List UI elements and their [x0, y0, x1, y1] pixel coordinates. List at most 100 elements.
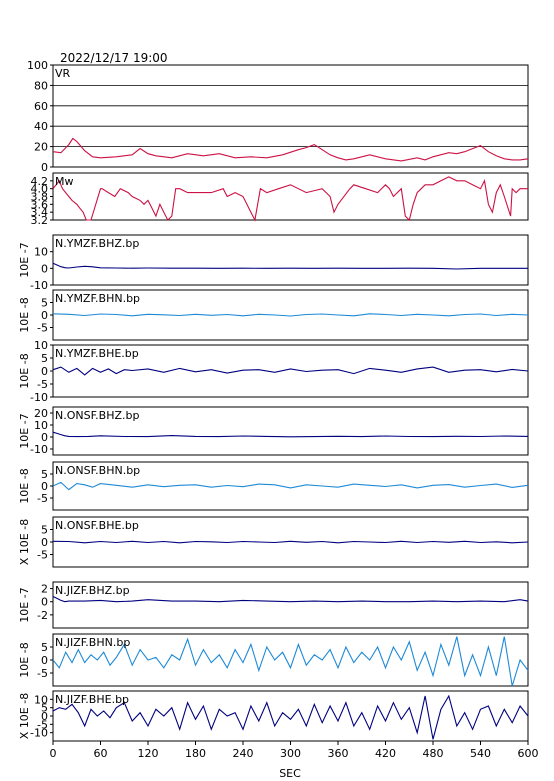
series-line-VR: [52, 137, 529, 162]
panel-label: N.ONSF.BHN.bp: [55, 464, 140, 477]
panel-label: N.YMZF.BHZ.bp: [55, 237, 139, 250]
x-axis: 0 60 120 180 240 300 360 420 480 540 600: [50, 741, 539, 760]
x-tick-label: 240: [233, 747, 254, 760]
y-tick-label: 100: [27, 59, 48, 72]
panel-N.ONSF.BHE.bp: -505 X 10E -8 N.ONSF.BHE.bp: [18, 516, 529, 568]
series-line-N.ONSF.BHN.bp: [52, 481, 529, 491]
y-tick-label: 20: [34, 141, 48, 154]
panel-label: Mw: [55, 175, 74, 188]
y-unit-label: X 10E -8: [18, 693, 31, 739]
y-tick-label: -10: [30, 443, 48, 456]
y-tick-label: 4.0: [31, 183, 49, 196]
panel-frame: [52, 234, 529, 286]
y-tick-label: 0: [41, 262, 48, 275]
x-tick-label: 0: [50, 747, 57, 760]
y-tick-label: -5: [37, 549, 48, 562]
y-tick-label: 5: [41, 297, 48, 310]
y-tick-label: 2: [41, 583, 48, 596]
y-tick-label: -5: [37, 378, 48, 391]
y-tick-label: 60: [34, 100, 48, 113]
y-tick-label: 0: [41, 536, 48, 549]
y-tick-label: -10: [30, 391, 48, 404]
y-unit-label: 10E -8: [18, 297, 31, 332]
panel-label: N.YMZF.BHE.bp: [55, 347, 139, 360]
x-tick-label: 600: [518, 747, 539, 760]
y-tick-label: -5: [37, 322, 48, 335]
y-tick-label: 4.2: [31, 175, 49, 188]
panel-frame: [52, 172, 529, 221]
x-tick-label: 480: [423, 747, 444, 760]
x-tick-label: 540: [470, 747, 491, 760]
series-line-N.JIZF.BHE.bp: [52, 694, 529, 740]
y-tick-label: -10: [30, 279, 48, 292]
series-line-Mw: [52, 176, 528, 222]
series-line-N.ONSF.BHZ.bp: [52, 431, 529, 438]
y-tick-label: 0: [41, 654, 48, 667]
y-tick-label: 0: [41, 309, 48, 322]
y-tick-label: 3.6: [31, 198, 49, 211]
panel-label: N.YMZF.BHN.bp: [55, 292, 140, 305]
y-tick-label: 5: [41, 352, 48, 365]
panel-frame: [52, 581, 529, 629]
y-unit-label: 10E -7: [18, 587, 31, 622]
panel-N.ONSF.BHN.bp: -505 10E -8 N.ONSF.BHN.bp: [18, 461, 529, 511]
y-tick-label: 3.4: [31, 206, 49, 219]
x-tick-label: 300: [280, 747, 301, 760]
y-unit-label: 10E -7: [18, 413, 31, 448]
y-tick-label: 5: [41, 468, 48, 481]
panel-N.JIZF.BHZ.bp: -202 10E -7 N.JIZF.BHZ.bp: [18, 581, 529, 629]
x-tick-label: 120: [138, 747, 159, 760]
panel-label: N.ONSF.BHE.bp: [55, 519, 139, 532]
y-tick-label: 40: [34, 120, 48, 133]
y-unit-label: 10E -8: [18, 468, 31, 503]
y-tick-label: -5: [37, 718, 48, 731]
panel-label: N.ONSF.BHZ.bp: [55, 409, 139, 422]
y-tick-label: 80: [34, 79, 48, 92]
y-tick-label: 5: [41, 702, 48, 715]
series-line-N.JIZF.BHZ.bp: [52, 596, 529, 603]
x-tick-label: 60: [94, 747, 108, 760]
series-line-N.YMZF.BHN.bp: [52, 313, 529, 317]
y-tick-label: 0: [41, 431, 48, 444]
y-unit-label: 10E -8: [18, 642, 31, 677]
panel-frame: [52, 64, 529, 168]
y-tick-label: 0: [41, 365, 48, 378]
y-unit-label: 10E -7: [18, 242, 31, 277]
y-tick-label: 3.8: [31, 191, 49, 204]
y-tick-label: 5: [41, 641, 48, 654]
y-tick-label: 10: [34, 419, 48, 432]
y-tick-label: -10: [30, 727, 48, 740]
y-tick-label: 0: [41, 161, 48, 174]
x-tick-label: 360: [328, 747, 349, 760]
series-line-N.ONSF.BHE.bp: [52, 540, 529, 544]
series-line-N.JIZF.BHN.bp: [52, 636, 529, 687]
series-line-N.YMZF.BHZ.bp: [52, 262, 528, 270]
panel-Mw: 3.23.43.63.84.04.2 Mw: [31, 172, 529, 227]
y-tick-label: 10: [34, 339, 48, 352]
x-tick-label: 180: [185, 747, 206, 760]
y-tick-label: 3.2: [31, 214, 49, 227]
panel-N.JIZF.BHN.bp: -505 10E -8 N.JIZF.BHN.bp: [18, 633, 529, 687]
y-tick-label: 20: [34, 407, 48, 420]
y-unit-label: 10E -8: [18, 353, 31, 388]
y-tick-label: 0: [41, 596, 48, 609]
y-tick-label: 10: [34, 693, 48, 706]
x-axis-label: SEC: [279, 767, 301, 780]
panel-label: N.JIZF.BHE.bp: [55, 693, 129, 706]
panel-label: N.JIZF.BHZ.bp: [55, 584, 130, 597]
panel-N.YMZF.BHN.bp: -505 10E -8 N.YMZF.BHN.bp: [18, 289, 529, 341]
y-tick-label: 0: [41, 710, 48, 723]
y-tick-label: -5: [37, 667, 48, 680]
y-tick-label: 0: [41, 480, 48, 493]
panel-frame: [52, 406, 529, 456]
y-tick-label: -2: [37, 609, 48, 622]
figure-title: 2022/12/17 19:00: [60, 51, 168, 65]
y-tick-label: 10: [34, 246, 48, 259]
panel-label: N.JIZF.BHN.bp: [55, 636, 130, 649]
